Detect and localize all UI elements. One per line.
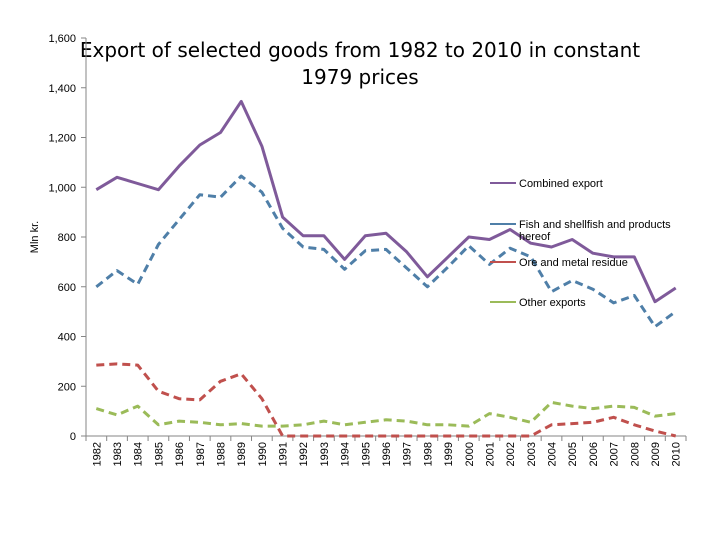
x-tick-label: 2006: [588, 442, 600, 466]
x-tick-label: 2008: [629, 442, 641, 466]
y-tick-label: 1,400: [48, 83, 76, 95]
y-tick-label: 1,000: [48, 182, 76, 194]
x-tick-label: 2004: [547, 442, 559, 466]
series-lines: [95, 99, 677, 438]
y-tick-label: 400: [58, 332, 76, 344]
x-tick-label: 2002: [505, 442, 517, 466]
x-tick-label: 1984: [133, 442, 145, 466]
x-tick-label: 1997: [402, 442, 414, 466]
x-tick-label: 1998: [422, 442, 434, 466]
legend-label-1: Combined export: [519, 178, 603, 190]
legend: Combined export Fish and shellfish and pr…: [490, 178, 671, 309]
x-tick-label: 2010: [671, 442, 683, 466]
legend-label-4: Other exports: [519, 297, 586, 309]
series-line-2: [95, 174, 677, 329]
x-tick-label: 1988: [215, 442, 227, 466]
x-tick-label: 1987: [195, 442, 207, 466]
axes: 0 200 400 600 800 1,000 1,200 1,400 1,600 1982 198…: [48, 33, 687, 466]
x-tick-label: 1995: [360, 442, 372, 466]
x-tick-label: 2005: [567, 442, 579, 466]
legend-label-2: Fish and shellfish and products hereof: [519, 219, 671, 243]
x-tick-label: 1994: [340, 442, 352, 466]
y-axis-label: Mln kr.: [29, 221, 41, 253]
y-tick-label: 600: [58, 282, 76, 294]
x-tick-label: 2000: [464, 442, 476, 466]
x-tick-label: 1990: [257, 442, 269, 466]
x-tick-label: 1983: [112, 442, 124, 466]
x-tick-label: 2003: [526, 442, 538, 466]
chart-title-line-2: 1979 prices: [301, 65, 418, 89]
x-tick-label: 1991: [278, 442, 290, 466]
x-tick-label: 1993: [319, 442, 331, 466]
x-tick-label: 1989: [236, 442, 248, 466]
legend-label-3: Ore and metal residue: [519, 257, 628, 269]
x-tick-label: 2001: [484, 442, 496, 466]
x-tick-label: 2009: [650, 442, 662, 466]
y-tick-label: 200: [58, 381, 76, 393]
y-tick-label: 800: [58, 232, 76, 244]
x-tick-label: 2007: [609, 442, 621, 466]
y-tick-label: 0: [70, 431, 76, 443]
x-tick-label: 1996: [381, 442, 393, 466]
chart-title-line-1: Export of selected goods from 1982 to 20…: [80, 38, 640, 62]
x-tick-label: 1992: [298, 442, 310, 466]
x-tick-label: 1985: [153, 442, 165, 466]
series-line-1: [95, 99, 677, 304]
x-tick-label: 1982: [91, 442, 103, 466]
x-tick-label: 1986: [174, 442, 186, 466]
series-line-3: [96, 362, 677, 438]
y-tick-label: 1,600: [48, 33, 76, 45]
series-line-4: [95, 400, 676, 428]
y-tick-label: 1,200: [48, 133, 76, 145]
x-tick-label: 1999: [443, 442, 455, 466]
